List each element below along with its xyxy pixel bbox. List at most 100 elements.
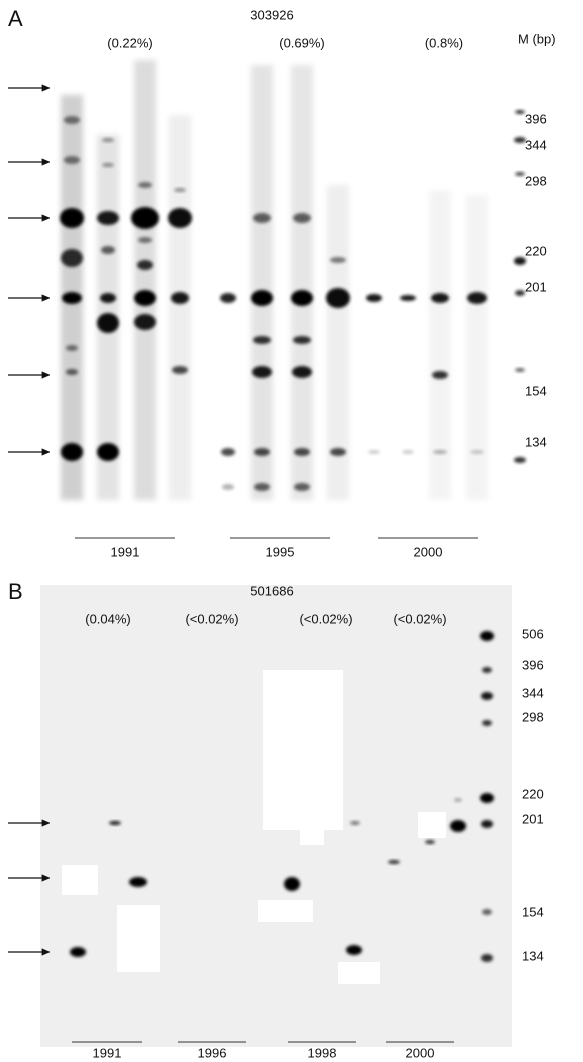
year-label: 1991	[111, 544, 140, 559]
band	[326, 288, 350, 308]
band	[138, 237, 152, 243]
marker-label: 506	[522, 626, 544, 641]
band	[174, 188, 186, 192]
marker-header: M (bp)	[518, 31, 556, 46]
arrows	[8, 84, 50, 956]
band	[431, 293, 449, 303]
band	[400, 295, 416, 301]
band	[388, 860, 400, 864]
band	[134, 314, 156, 330]
band	[515, 290, 525, 296]
marker-label: 220	[522, 786, 544, 801]
band	[62, 292, 82, 304]
band	[102, 163, 114, 167]
band	[330, 448, 346, 456]
band	[368, 450, 380, 454]
blank-patch	[300, 815, 324, 845]
band	[515, 368, 525, 372]
band	[433, 450, 447, 454]
percentage: (<0.02%)	[185, 611, 238, 626]
marker-label: 134	[522, 948, 544, 963]
smear	[134, 60, 156, 500]
sample-id: 501686	[250, 583, 293, 598]
band	[64, 156, 80, 164]
percentage: (0.04%)	[85, 611, 131, 626]
band	[515, 172, 525, 176]
blank-patch	[258, 900, 313, 922]
blank-patch	[117, 905, 160, 972]
band	[221, 448, 235, 456]
year-label: 2000	[406, 1045, 435, 1060]
smear	[429, 190, 451, 500]
smear	[327, 185, 349, 500]
band	[254, 448, 270, 456]
marker-label: 220	[525, 243, 547, 258]
band	[514, 457, 526, 463]
band	[70, 947, 86, 957]
marker-label: 298	[522, 709, 544, 724]
band	[222, 484, 234, 490]
band	[480, 793, 494, 803]
blank-patch	[62, 865, 98, 895]
band	[293, 336, 311, 344]
band	[251, 290, 273, 306]
band	[292, 366, 312, 378]
band	[346, 945, 362, 955]
year-label: 1995	[266, 544, 295, 559]
band	[482, 667, 492, 673]
band	[64, 116, 80, 124]
band	[284, 877, 300, 891]
marker-label: 396	[525, 111, 547, 126]
band	[294, 483, 310, 491]
marker-label: 201	[522, 811, 544, 826]
band	[171, 292, 189, 304]
band	[432, 371, 448, 379]
blank-patch	[418, 812, 446, 838]
band	[350, 821, 360, 825]
year-label: 1991	[93, 1045, 122, 1060]
band	[109, 821, 121, 825]
panel-label: B	[8, 579, 23, 604]
band	[291, 290, 313, 306]
marker-label: 154	[522, 904, 544, 919]
percentage: (0.69%)	[279, 35, 325, 50]
band	[425, 840, 435, 844]
band	[252, 366, 272, 378]
band	[470, 450, 484, 454]
band	[100, 293, 116, 303]
marker-label: 201	[525, 279, 547, 294]
band	[172, 366, 188, 374]
percentage: (<0.02%)	[299, 611, 352, 626]
year-label: 2000	[414, 544, 443, 559]
band	[514, 137, 526, 143]
band	[131, 207, 159, 229]
band	[515, 110, 525, 114]
band	[482, 720, 492, 726]
band	[454, 798, 462, 802]
gel-bands	[60, 60, 526, 984]
band	[366, 294, 382, 302]
band	[480, 631, 494, 641]
band	[481, 692, 493, 700]
marker-label: 154	[525, 383, 547, 398]
percentage: (0.22%)	[107, 35, 153, 50]
band	[450, 820, 466, 832]
band	[481, 954, 493, 962]
smear	[291, 65, 313, 500]
band	[402, 450, 414, 454]
band	[66, 345, 78, 351]
band	[137, 260, 153, 270]
marker-label: 344	[522, 685, 544, 700]
percentage: (<0.02%)	[393, 611, 446, 626]
marker-label: 134	[525, 434, 547, 449]
band	[66, 369, 78, 375]
year-label: 1996	[198, 1045, 227, 1060]
band	[97, 443, 119, 461]
band	[220, 293, 236, 303]
band	[253, 336, 271, 344]
band	[101, 246, 115, 254]
band	[61, 443, 83, 461]
band	[294, 448, 310, 456]
band	[97, 313, 119, 333]
